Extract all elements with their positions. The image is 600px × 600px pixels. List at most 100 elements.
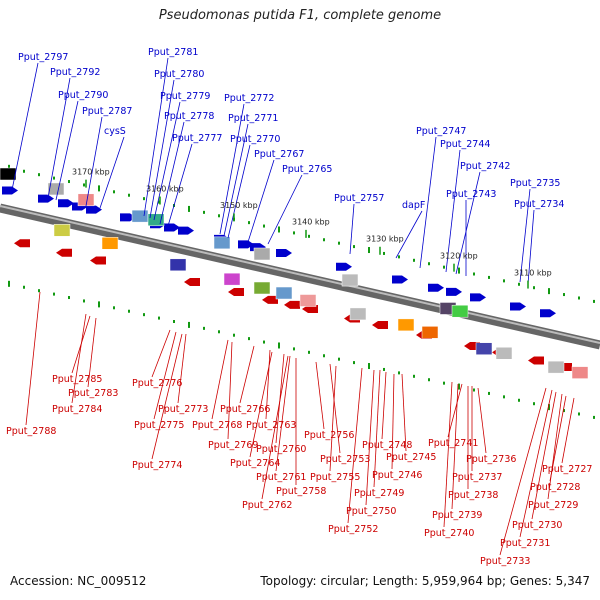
- scale-tick: [263, 340, 265, 344]
- feature-box: [341, 273, 359, 287]
- accession-text: Accession: NC_009512: [10, 574, 147, 588]
- scale-tick: [338, 357, 340, 361]
- scale-tick: [218, 330, 220, 334]
- bottom-gene-label: Pput_2769: [208, 440, 258, 451]
- reverse-gene-arrow: [184, 278, 200, 287]
- top-gene-label: cysS: [104, 126, 126, 137]
- top-leader-line: [445, 149, 461, 273]
- scale-tick: [593, 415, 595, 419]
- top-gene-label: Pput_2771: [228, 113, 278, 124]
- top-leader-line: [419, 136, 437, 269]
- top-gene-label: Pput_2787: [82, 106, 132, 117]
- scale-tick: [383, 251, 385, 255]
- bottom-gene-label: Pput_2728: [530, 482, 580, 493]
- scale-tick: [458, 267, 460, 274]
- scale-tick: [473, 272, 475, 276]
- backbone-highlight: [0, 205, 600, 344]
- scale-tick: [518, 398, 520, 402]
- scale-tick: [23, 169, 25, 173]
- top-leader-line: [219, 103, 245, 235]
- feature-box: [223, 272, 241, 286]
- scale-tick: [203, 210, 205, 214]
- top-gene-label: Pput_2744: [440, 139, 490, 150]
- reverse-gene-arrow: [262, 295, 278, 304]
- reverse-gene-arrow: [302, 304, 318, 313]
- bottom-gene-label: Pput_2761: [256, 472, 306, 483]
- bottom-gene-label: Pput_2775: [134, 420, 184, 431]
- scale-tick: [518, 282, 520, 286]
- reverse-gene-arrow: [228, 288, 244, 297]
- top-gene-label: Pput_2772: [224, 93, 274, 104]
- bottom-leader-line: [177, 333, 187, 404]
- forward-gene-arrow: [86, 205, 102, 214]
- top-leader-line: [267, 174, 303, 245]
- top-gene-label: Pput_2781: [148, 47, 198, 58]
- forward-gene-arrow: [336, 262, 352, 271]
- top-gene-label: Pput_2797: [18, 52, 68, 63]
- top-leader-line: [349, 203, 355, 255]
- bottom-leader-line: [447, 383, 463, 438]
- top-gene-label: dapF: [402, 200, 425, 211]
- scale-tick: [128, 193, 130, 197]
- bottom-gene-label: Pput_2750: [346, 506, 396, 517]
- bottom-leader-line: [347, 367, 363, 524]
- scale-tick: [578, 296, 580, 300]
- scale-tick: [68, 180, 70, 184]
- top-leader-line: [149, 79, 175, 219]
- forward-gene-arrow: [38, 194, 54, 203]
- reverse-gene-arrow: [528, 356, 544, 365]
- feature-box: [421, 326, 439, 339]
- scale-tick: [38, 289, 40, 293]
- top-gene-label: Pput_2747: [416, 126, 466, 137]
- forward-gene-arrow: [58, 199, 74, 208]
- bottom-gene-label: Pput_2733: [480, 556, 530, 567]
- feature-box: [547, 360, 565, 374]
- scale-tick: [158, 316, 160, 320]
- forward-gene-arrow: [392, 275, 408, 284]
- bottom-leader-line: [443, 381, 453, 528]
- scale-tick: [533, 402, 535, 406]
- reverse-gene-arrow: [372, 320, 388, 329]
- top-leader-line: [159, 121, 185, 225]
- forward-gene-arrow: [428, 283, 444, 292]
- top-gene-label: Pput_2757: [334, 193, 384, 204]
- top-leader-line: [47, 77, 71, 199]
- map-title: Pseudomonas putida F1, complete genome: [158, 8, 442, 23]
- scale-tick: [188, 205, 190, 212]
- top-leader-line: [227, 144, 251, 239]
- top-gene-label: Pput_2779: [160, 91, 210, 102]
- scale-tick: [188, 321, 190, 328]
- bottom-gene-label: Pput_2755: [310, 472, 360, 483]
- top-leader-line: [519, 188, 531, 283]
- bottom-leader-line: [391, 373, 395, 470]
- bottom-gene-label: Pput_2784: [52, 404, 102, 415]
- bottom-gene-label: Pput_2729: [528, 500, 578, 511]
- bottom-leader-line: [547, 393, 563, 500]
- bottom-leader-line: [261, 355, 289, 500]
- forward-gene-arrow: [178, 226, 194, 235]
- scale-label: 3150 kbp: [220, 201, 258, 210]
- bottom-leader-line: [373, 369, 381, 488]
- top-leader-line: [247, 159, 275, 243]
- feature-box: [275, 286, 293, 300]
- bottom-leader-line: [275, 355, 291, 472]
- bottom-gene-label: Pput_2738: [448, 490, 498, 501]
- scale-tick: [338, 241, 340, 245]
- feature-box: [131, 209, 149, 223]
- scale-tick: [83, 183, 85, 187]
- bottom-leader-line: [519, 389, 553, 538]
- bottom-gene-label: Pput_2752: [328, 524, 378, 535]
- bottom-leader-line: [227, 341, 233, 440]
- bottom-gene-label: Pput_2760: [256, 444, 306, 455]
- scale-tick: [113, 190, 115, 194]
- scale-tick: [353, 245, 355, 249]
- top-leader-line: [153, 101, 181, 221]
- top-gene-label: Pput_2765: [282, 164, 332, 175]
- forward-gene-arrow: [540, 309, 556, 318]
- scale-tick: [443, 381, 445, 385]
- top-leader-line: [455, 171, 481, 275]
- scale-tick: [368, 247, 370, 254]
- top-gene-label: Pput_2767: [254, 149, 304, 160]
- bottom-gene-label: Pput_2741: [428, 438, 478, 449]
- scale-tick: [98, 301, 100, 308]
